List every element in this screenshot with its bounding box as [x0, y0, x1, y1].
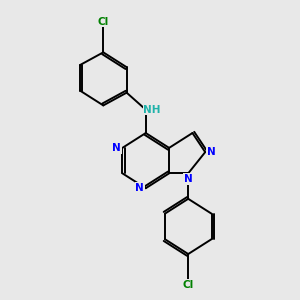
Text: Cl: Cl: [183, 280, 194, 290]
Text: Cl: Cl: [98, 16, 109, 27]
Text: NH: NH: [143, 105, 161, 115]
Text: N: N: [207, 147, 215, 157]
Text: N: N: [135, 183, 144, 193]
Text: N: N: [184, 174, 193, 184]
Text: N: N: [112, 143, 121, 153]
